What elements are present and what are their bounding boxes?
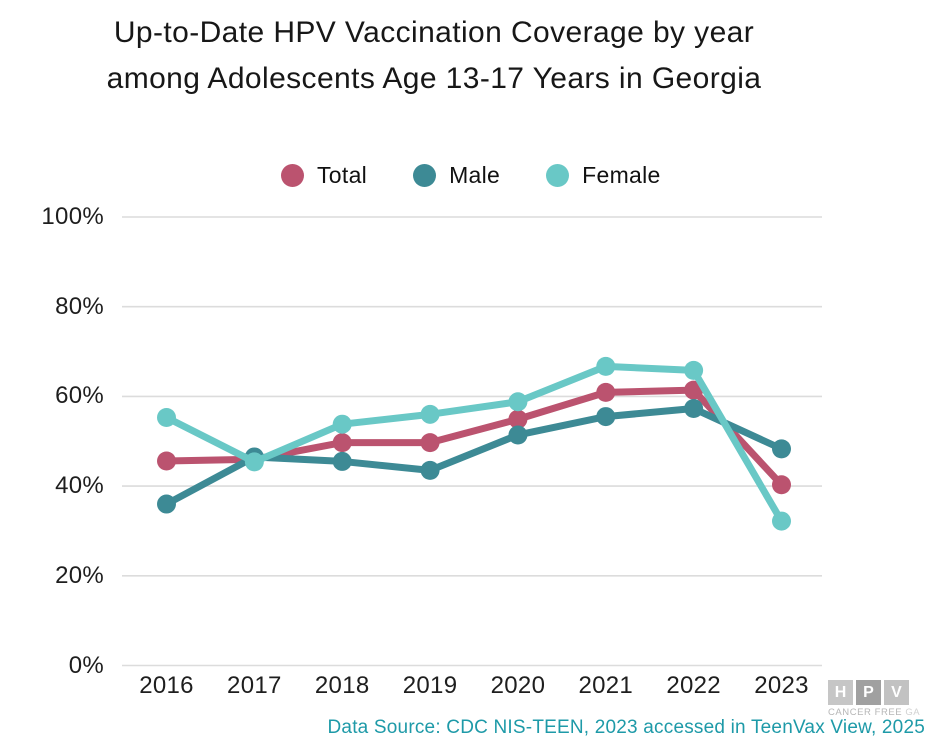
legend: Total Male Female <box>281 162 661 189</box>
data-point-male-2018 <box>332 451 352 471</box>
logo-caption-main: CANCER FREE <box>828 707 903 718</box>
data-point-female-2021 <box>596 356 616 376</box>
data-point-male-2019 <box>420 460 440 480</box>
legend-label-total: Total <box>317 162 368 188</box>
logo-letter-h: H <box>828 680 853 705</box>
chart-title: Up-to-Date HPV Vaccination Coverage by y… <box>0 10 868 102</box>
legend-item-female: Female <box>546 162 661 189</box>
data-point-female-2017 <box>244 452 264 472</box>
data-point-female-2022 <box>684 360 704 380</box>
logo-letter-p: P <box>856 680 881 705</box>
legend-item-male: Male <box>413 162 500 189</box>
data-point-female-2020 <box>508 392 528 412</box>
data-point-total-2020 <box>508 409 528 429</box>
data-point-male-2016 <box>157 494 176 514</box>
data-point-total-2018 <box>332 433 352 453</box>
legend-dot-total <box>281 164 304 187</box>
legend-dot-male <box>413 164 437 187</box>
data-point-female-2023 <box>771 511 791 531</box>
legend-label-female: Female <box>582 162 661 188</box>
legend-item-total: Total <box>281 162 367 189</box>
data-point-total-2016 <box>157 451 176 471</box>
data-point-male-2022 <box>684 399 704 419</box>
chart-title-line1: Up-to-Date HPV Vaccination Coverage by y… <box>113 16 755 49</box>
legend-label-male: Male <box>449 162 501 188</box>
data-point-female-2019 <box>420 404 440 424</box>
data-point-total-2019 <box>420 433 440 453</box>
data-point-female-2016 <box>157 407 176 427</box>
chart-title-line2: among Adolescents Age 13-17 Years in Geo… <box>106 62 762 95</box>
logo-caption-suffix: GA <box>905 707 921 718</box>
data-source-note: Data Source: CDC NIS-TEEN, 2023 accessed… <box>327 717 925 738</box>
data-point-male-2020 <box>508 425 528 445</box>
legend-dot-female <box>546 164 570 187</box>
data-point-male-2021 <box>596 407 616 427</box>
series-line-female <box>163 362 785 525</box>
data-point-female-2018 <box>332 414 352 434</box>
logo-letter-v: V <box>884 680 909 705</box>
logo-caption: CANCER FREE GA <box>828 707 924 718</box>
logo-squares: H P V <box>828 680 924 705</box>
hpv-cancer-free-ga-logo: H P V CANCER FREE GA <box>828 680 924 718</box>
data-point-male-2023 <box>771 439 791 459</box>
data-point-total-2023 <box>771 475 791 495</box>
data-point-total-2021 <box>596 382 616 402</box>
